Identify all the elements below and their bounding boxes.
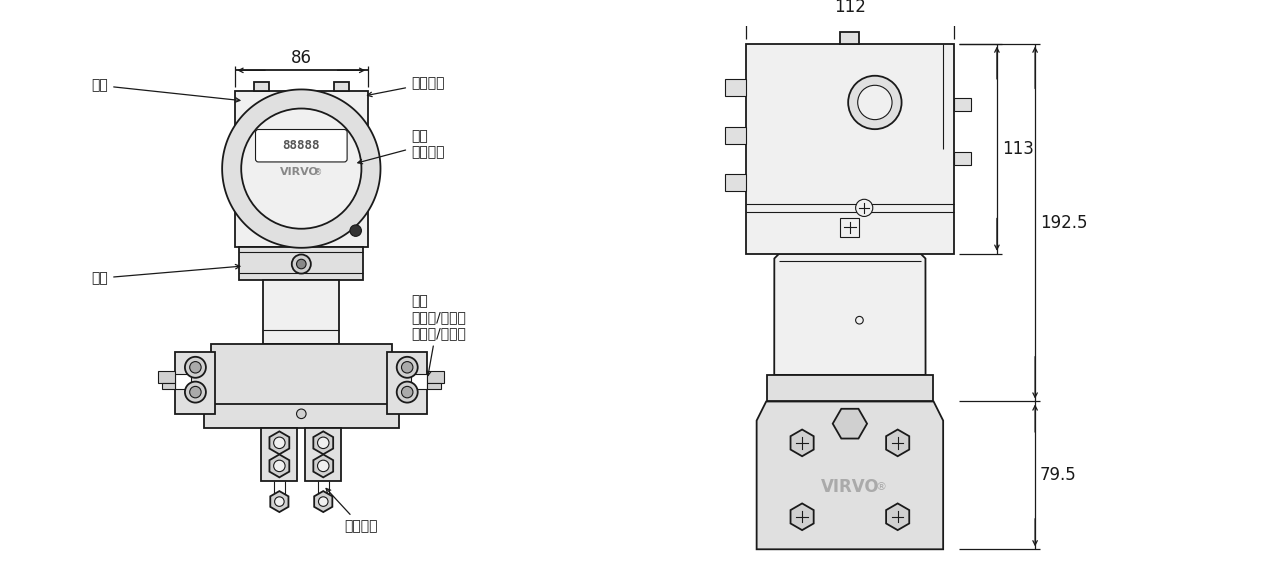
Bar — [239, 247, 364, 281]
Bar — [428, 383, 440, 389]
Text: 选项
数字表头: 选项 数字表头 — [358, 129, 444, 164]
Bar — [334, 82, 349, 92]
Text: ®: ® — [315, 168, 323, 177]
Text: VIRVO: VIRVO — [280, 168, 319, 177]
Polygon shape — [791, 430, 814, 456]
Bar — [261, 428, 297, 480]
Text: 113: 113 — [1002, 139, 1033, 158]
Bar — [253, 82, 269, 92]
Bar — [175, 352, 215, 414]
Circle shape — [274, 460, 285, 472]
Bar — [767, 375, 933, 401]
Bar — [428, 372, 444, 383]
Circle shape — [241, 108, 361, 229]
Bar — [159, 372, 175, 383]
Bar — [841, 32, 859, 44]
Bar — [724, 173, 746, 191]
Text: ®: ® — [876, 482, 887, 492]
Circle shape — [297, 409, 306, 419]
Circle shape — [189, 362, 201, 373]
Bar — [954, 152, 972, 165]
Polygon shape — [774, 253, 925, 375]
Polygon shape — [314, 454, 333, 478]
Bar — [163, 383, 175, 389]
Bar — [175, 373, 192, 389]
Polygon shape — [833, 409, 867, 438]
Circle shape — [855, 199, 873, 217]
Bar — [954, 97, 972, 111]
Bar — [724, 127, 746, 145]
Bar — [841, 218, 859, 237]
Circle shape — [397, 382, 417, 403]
Circle shape — [189, 386, 201, 398]
Polygon shape — [886, 503, 909, 530]
Text: 腰牌: 腰牌 — [91, 264, 239, 285]
FancyBboxPatch shape — [256, 130, 347, 162]
Circle shape — [858, 85, 892, 120]
Polygon shape — [314, 431, 333, 454]
Polygon shape — [270, 491, 288, 512]
Circle shape — [275, 497, 284, 506]
Text: 79.5: 79.5 — [1039, 467, 1076, 484]
Text: 电气连接: 电气连接 — [367, 77, 444, 97]
Circle shape — [319, 497, 328, 506]
Text: 铭牌: 铭牌 — [91, 78, 239, 102]
Circle shape — [317, 437, 329, 449]
Circle shape — [397, 357, 417, 378]
Polygon shape — [756, 401, 943, 550]
Circle shape — [402, 362, 413, 373]
Polygon shape — [270, 454, 289, 478]
Bar — [411, 373, 428, 389]
Polygon shape — [314, 491, 333, 512]
Bar — [305, 428, 342, 480]
Circle shape — [274, 437, 285, 449]
Circle shape — [297, 259, 306, 269]
Polygon shape — [886, 430, 909, 456]
Text: 88888: 88888 — [283, 139, 320, 152]
Polygon shape — [270, 431, 289, 454]
Polygon shape — [791, 503, 814, 530]
Bar — [746, 44, 954, 253]
Text: VIRVO: VIRVO — [820, 478, 879, 496]
Text: 112: 112 — [835, 0, 865, 16]
Bar — [387, 352, 428, 414]
Bar — [211, 344, 392, 419]
Text: 过程连接: 过程连接 — [326, 488, 378, 533]
Circle shape — [402, 386, 413, 398]
Bar — [234, 92, 369, 247]
Polygon shape — [223, 89, 380, 248]
Circle shape — [292, 255, 311, 274]
Circle shape — [849, 76, 901, 129]
Bar — [724, 79, 746, 96]
Bar — [264, 281, 339, 344]
Circle shape — [349, 225, 361, 236]
Circle shape — [184, 382, 206, 403]
Text: 192.5: 192.5 — [1039, 214, 1087, 232]
Text: 选项
上排气/排液阀
下排气/排液阀: 选项 上排气/排液阀 下排气/排液阀 — [411, 294, 466, 376]
Circle shape — [184, 357, 206, 378]
Bar — [204, 404, 399, 428]
Text: 86: 86 — [291, 48, 312, 67]
Circle shape — [317, 460, 329, 472]
